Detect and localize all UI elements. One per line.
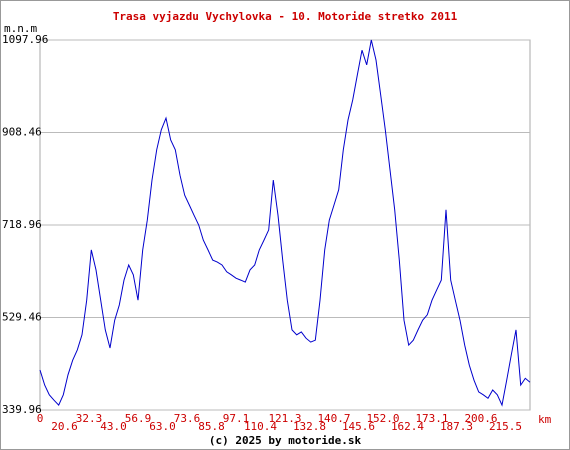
x-tick-label: 73.6 xyxy=(174,412,201,425)
x-tick-label: 187.3 xyxy=(440,420,473,433)
y-axis-label: m.n.m xyxy=(4,22,37,35)
x-tick-label: 132.8 xyxy=(293,420,326,433)
x-tick-label: 56.9 xyxy=(125,412,152,425)
y-tick-label: 718.96 xyxy=(2,218,42,231)
elevation-line xyxy=(39,39,531,407)
x-tick-label: 145.6 xyxy=(342,420,375,433)
y-tick-label: 908.46 xyxy=(2,126,42,139)
x-tick-label: 20.6 xyxy=(51,420,78,433)
y-tick-label: 529.46 xyxy=(2,311,42,324)
x-tick-label: 0 xyxy=(37,412,44,425)
x-tick-label: 162.4 xyxy=(391,420,424,433)
x-tick-label: 110.4 xyxy=(244,420,277,433)
x-tick-label: 43.0 xyxy=(100,420,127,433)
x-tick-label: 173.1 xyxy=(415,412,448,425)
x-axis-label: km xyxy=(538,413,552,426)
x-tick-label: 97.1 xyxy=(223,412,250,425)
y-tick-label: 1097.96 xyxy=(2,33,48,46)
x-tick-label: 152.0 xyxy=(366,412,399,425)
chart-title: Trasa vyjazdu Vychylovka - 10. Motoride … xyxy=(113,10,458,23)
x-tick-label: 121.3 xyxy=(268,412,301,425)
x-tick-label: 63.0 xyxy=(149,420,176,433)
x-tick-label: 85.8 xyxy=(198,420,225,433)
x-tick-label: 32.3 xyxy=(76,412,103,425)
x-tick-label: 215.5 xyxy=(489,420,522,433)
y-tick-label: 339.96 xyxy=(2,403,42,416)
x-tick-label: 140.7 xyxy=(317,412,350,425)
footer: (c) 2025 by motoride.sk xyxy=(209,434,362,447)
x-tick-label: 200.6 xyxy=(464,412,497,425)
